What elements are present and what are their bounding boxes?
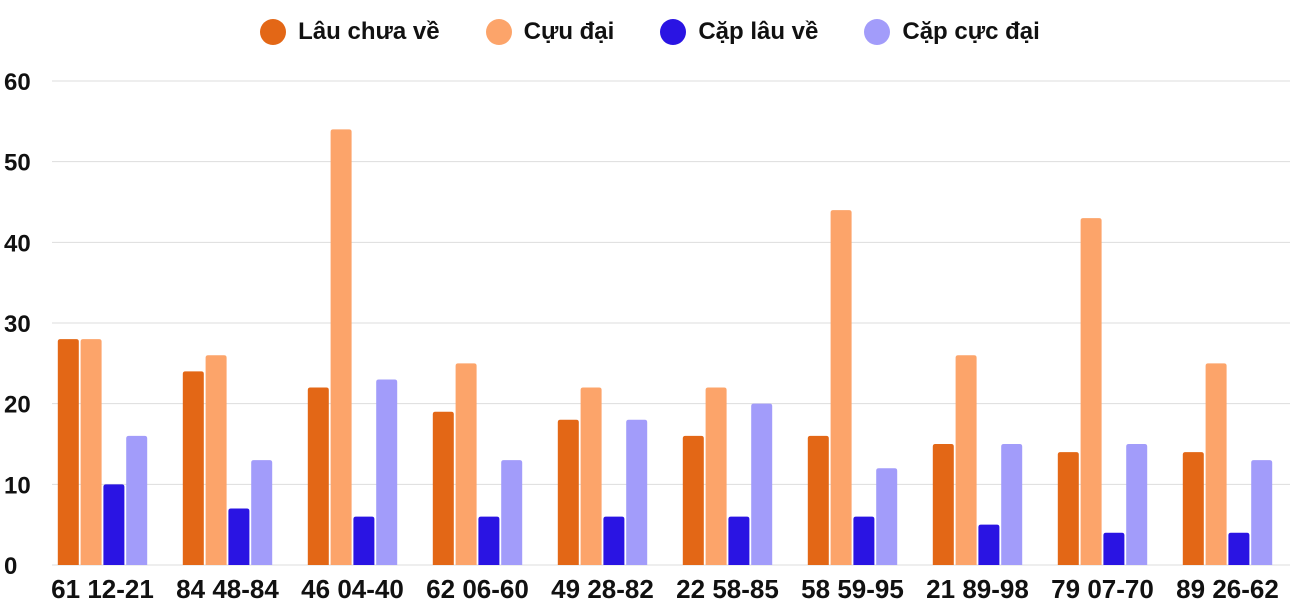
legend-swatch-cap-lau-ve (660, 19, 687, 45)
bar (728, 516, 750, 565)
bar (1057, 452, 1079, 565)
bar (580, 387, 602, 565)
x-tick-label: 46 04-40 (301, 574, 404, 600)
bar (432, 411, 454, 565)
bar (205, 355, 227, 565)
legend-label: Lâu chưa về (298, 18, 440, 45)
legend-item-cap-cuc-dai[interactable]: Cặp cực đại (864, 18, 1040, 46)
bar (853, 516, 875, 565)
y-tick-label: 60 (4, 69, 31, 96)
bar (682, 435, 704, 565)
bar (376, 379, 398, 565)
legend-label: Cựu đại (523, 18, 615, 45)
bar (1126, 444, 1148, 565)
bar (705, 387, 727, 565)
bar (978, 524, 1000, 565)
bar (830, 210, 852, 566)
bar (251, 460, 273, 565)
bar (626, 419, 648, 565)
bar (1228, 532, 1250, 565)
x-tick-label: 62 06-60 (426, 574, 529, 600)
bar (807, 435, 829, 565)
legend: Lâu chưa về Cựu đại Cặp lâu về Cặp cực đ… (0, 12, 1300, 52)
bar (1001, 444, 1023, 565)
y-tick-label: 20 (4, 392, 31, 419)
bar (126, 435, 148, 565)
legend-swatch-lau-chua-ve (260, 19, 287, 45)
x-axis-ticks: 61 12-21 84 48-84 46 04-40 62 06-60 49 28-82… (51, 574, 1279, 600)
legend-swatch-cuu-dai (485, 19, 512, 45)
legend-item-lau-chua-ve[interactable]: Lâu chưa về (260, 18, 440, 46)
bar (501, 460, 523, 565)
bar (932, 444, 954, 565)
bar (1103, 532, 1125, 565)
bar (182, 371, 204, 565)
y-tick-label: 30 (4, 311, 31, 338)
bar (307, 387, 329, 565)
y-tick-label: 50 (4, 150, 31, 177)
bar (876, 468, 898, 565)
bar (80, 339, 102, 565)
bars (57, 129, 1273, 566)
bar (751, 403, 773, 565)
x-tick-label: 49 28-82 (551, 574, 654, 600)
bar (1205, 363, 1227, 565)
gridlines (52, 80, 1290, 566)
bar (455, 363, 477, 565)
bar (1251, 460, 1273, 565)
bar (353, 516, 375, 565)
x-tick-label: 79 07-70 (1051, 574, 1154, 600)
bar (557, 419, 579, 565)
bar (603, 516, 625, 565)
legend-item-cap-lau-ve[interactable]: Cặp lâu về (660, 18, 818, 46)
legend-label: Cặp lâu về (698, 18, 819, 45)
y-axis-ticks: 0 10 20 30 40 50 60 (4, 69, 31, 580)
bar (57, 339, 79, 565)
y-tick-label: 40 (4, 230, 31, 257)
x-tick-label: 61 12-21 (51, 574, 154, 600)
y-tick-label: 10 (4, 472, 31, 499)
bar (103, 484, 125, 565)
bar (330, 129, 352, 565)
legend-swatch-cap-cuc-dai (864, 19, 891, 45)
x-tick-label: 22 58-85 (676, 574, 779, 600)
legend-item-cuu-dai[interactable]: Cựu đại (485, 18, 615, 46)
x-tick-label: 58 59-95 (801, 574, 904, 600)
bar (1080, 218, 1102, 565)
x-tick-label: 84 48-84 (176, 574, 279, 600)
y-tick-label: 0 (4, 553, 17, 580)
bar (228, 508, 250, 565)
x-tick-label: 89 26-62 (1176, 574, 1279, 600)
x-tick-label: 21 89-98 (926, 574, 1029, 600)
bar (955, 355, 977, 565)
bar (478, 516, 500, 565)
bar (1182, 452, 1204, 565)
legend-label: Cặp cực đại (902, 18, 1040, 45)
